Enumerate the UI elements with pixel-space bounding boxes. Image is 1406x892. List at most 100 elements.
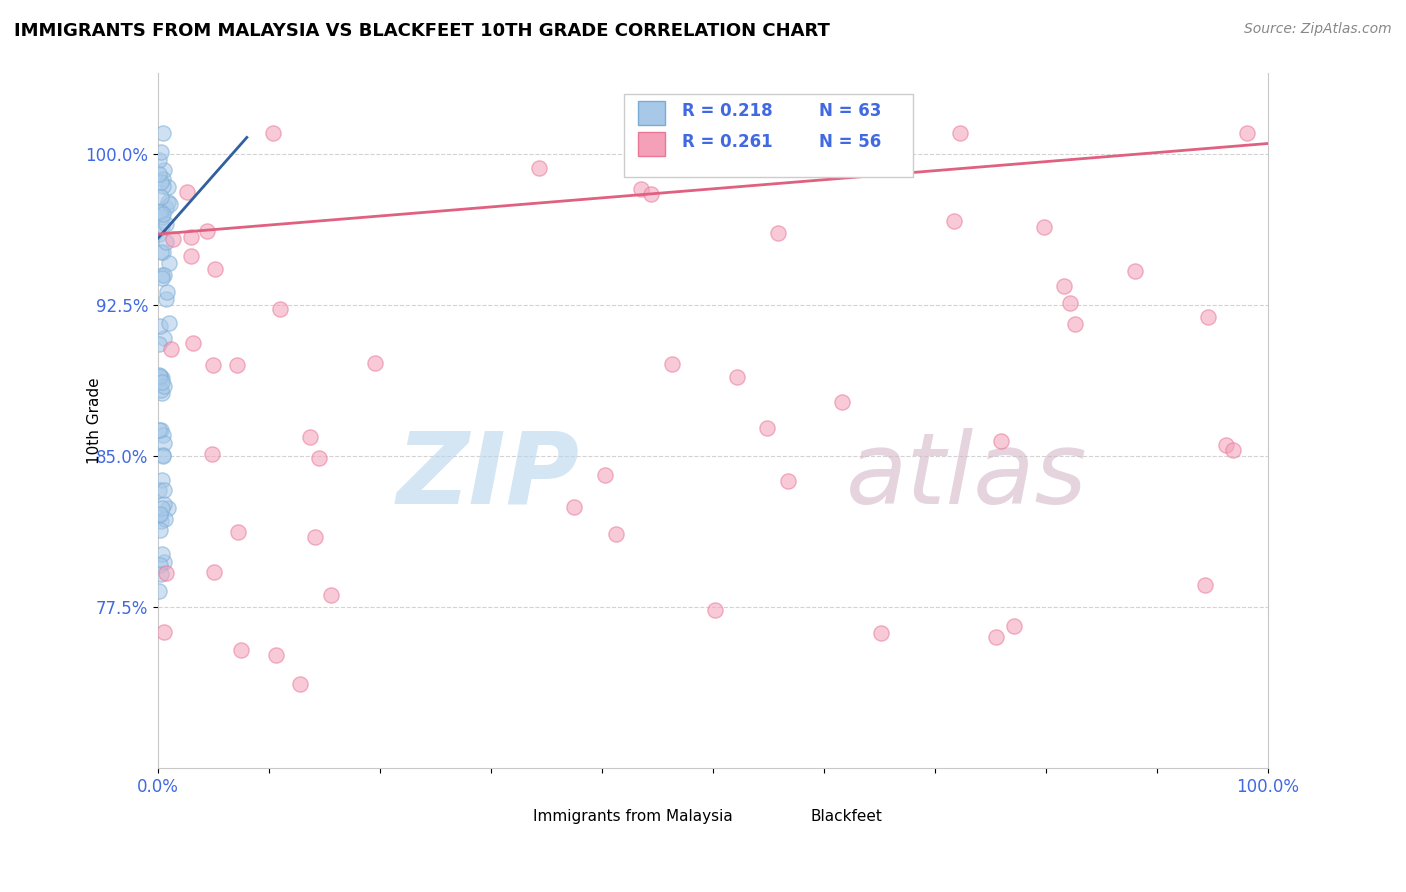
Point	[150, 145, 173, 159]
Point	[155, 566, 177, 580]
Point	[152, 179, 174, 194]
Point	[225, 358, 247, 372]
Point	[148, 337, 170, 351]
Point	[593, 467, 616, 482]
Point	[269, 301, 291, 316]
Point	[150, 514, 173, 528]
Point	[157, 316, 180, 330]
Point	[150, 501, 173, 516]
Text: R = 0.218: R = 0.218	[682, 103, 773, 120]
Point	[152, 449, 174, 463]
Point	[778, 474, 800, 488]
Point	[149, 508, 172, 523]
Point	[155, 217, 177, 231]
Point	[149, 524, 172, 538]
Point	[149, 567, 172, 582]
Text: N = 56: N = 56	[818, 134, 880, 152]
Text: atlas: atlas	[846, 427, 1088, 524]
Point	[942, 214, 965, 228]
Point	[176, 186, 198, 200]
Point	[153, 555, 176, 569]
Point	[1033, 219, 1056, 234]
Point	[152, 244, 174, 259]
Point	[150, 210, 173, 224]
Text: N = 63: N = 63	[818, 103, 882, 120]
Point	[288, 677, 311, 691]
Point	[527, 161, 550, 176]
Point	[990, 434, 1012, 448]
Point	[640, 187, 662, 202]
Point	[155, 235, 177, 249]
Point	[229, 643, 252, 657]
Point	[204, 262, 226, 277]
Point	[159, 197, 181, 211]
FancyBboxPatch shape	[637, 132, 665, 156]
Point	[319, 589, 342, 603]
Point	[201, 447, 224, 461]
Point	[153, 379, 176, 393]
Point	[1194, 578, 1216, 592]
Point	[364, 356, 387, 370]
Point	[149, 204, 172, 219]
Point	[148, 583, 170, 598]
Text: ZIP: ZIP	[396, 427, 579, 524]
Point	[150, 244, 173, 259]
Point	[1059, 296, 1081, 310]
Point	[152, 625, 174, 640]
Y-axis label: 10th Grade: 10th Grade	[87, 377, 103, 464]
Point	[1215, 438, 1237, 452]
Point	[153, 268, 176, 283]
Point	[703, 603, 725, 617]
Point	[153, 435, 176, 450]
Point	[152, 497, 174, 511]
FancyBboxPatch shape	[775, 810, 801, 834]
Point	[150, 190, 173, 204]
Point	[202, 566, 225, 580]
Point	[155, 292, 177, 306]
Point	[149, 319, 172, 334]
Point	[149, 368, 172, 383]
Point	[308, 451, 330, 466]
Point	[150, 271, 173, 285]
Point	[661, 357, 683, 371]
Point	[162, 232, 184, 246]
FancyBboxPatch shape	[624, 94, 912, 178]
Point	[1197, 310, 1219, 325]
Point	[152, 371, 174, 385]
Text: R = 0.261: R = 0.261	[682, 134, 773, 152]
Point	[148, 368, 170, 382]
FancyBboxPatch shape	[496, 810, 524, 834]
Point	[155, 512, 177, 526]
Point	[831, 394, 853, 409]
Point	[157, 179, 180, 194]
Point	[149, 558, 172, 573]
Point	[148, 423, 170, 437]
Point	[153, 331, 176, 345]
Point	[180, 230, 202, 244]
Point	[1002, 619, 1025, 633]
Point	[1064, 318, 1087, 332]
Point	[725, 369, 748, 384]
Point	[1236, 127, 1258, 141]
Point	[152, 126, 174, 140]
Point	[153, 483, 176, 497]
Text: Source: ZipAtlas.com: Source: ZipAtlas.com	[1244, 22, 1392, 37]
Point	[152, 386, 174, 401]
Point	[870, 625, 893, 640]
Point	[1123, 263, 1146, 277]
Point	[264, 648, 287, 663]
Point	[986, 631, 1008, 645]
Point	[150, 375, 173, 389]
FancyBboxPatch shape	[637, 101, 665, 125]
Point	[1053, 278, 1076, 293]
Point	[148, 153, 170, 168]
Point	[1222, 442, 1244, 457]
Point	[262, 127, 284, 141]
Point	[156, 285, 179, 299]
Point	[304, 530, 326, 544]
Point	[157, 500, 180, 515]
Point	[150, 268, 173, 282]
Point	[150, 547, 173, 561]
Point	[180, 249, 202, 263]
Point	[949, 127, 972, 141]
